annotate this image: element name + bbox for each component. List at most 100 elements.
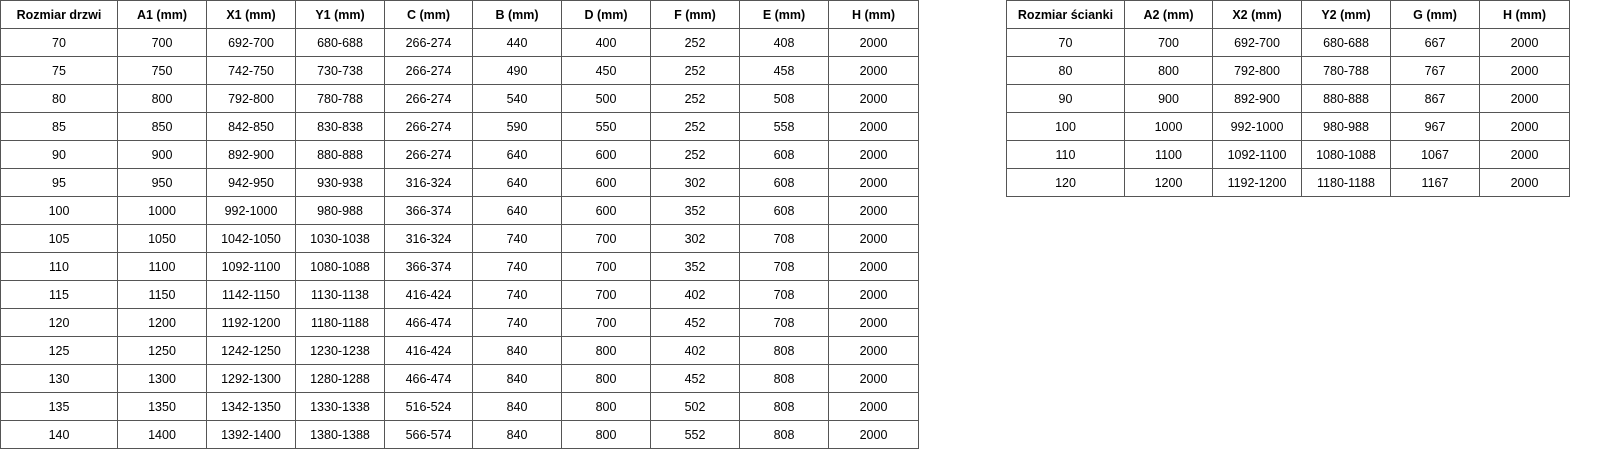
table-cell: 1250 bbox=[117, 336, 207, 365]
table-cell: 830-838 bbox=[295, 112, 385, 141]
table-cell: 115 bbox=[0, 280, 118, 309]
table-cell: 540 bbox=[472, 84, 562, 113]
table-cell: 1380-1388 bbox=[295, 420, 385, 449]
table-cell: 408 bbox=[739, 28, 829, 57]
table-cell: 750 bbox=[117, 56, 207, 85]
table-cell: 2000 bbox=[828, 364, 919, 393]
header-row: Rozmiar ścianki A2 (mm) X2 (mm) Y2 (mm) G (m… bbox=[1006, 0, 1570, 29]
table-cell: 780-788 bbox=[1301, 56, 1391, 85]
table-cell: 2000 bbox=[1479, 140, 1570, 169]
table-cell: 700 bbox=[1124, 28, 1213, 57]
table-cell: 266-274 bbox=[384, 112, 473, 141]
table-cell: 252 bbox=[650, 28, 740, 57]
table-cell: 980-988 bbox=[1301, 112, 1391, 141]
table-row: 135 1350 1342-1350 1330-1338 516-524 840 800 50… bbox=[0, 392, 919, 421]
column-header: Y1 (mm) bbox=[295, 0, 385, 29]
column-header: X1 (mm) bbox=[206, 0, 296, 29]
wall-dimensions-table: Rozmiar ścianki A2 (mm) X2 (mm) Y2 (mm) G (m… bbox=[1006, 0, 1570, 197]
table-cell: 842-850 bbox=[206, 112, 296, 141]
table-cell: 742-750 bbox=[206, 56, 296, 85]
table-cell: 800 bbox=[561, 392, 651, 421]
table-cell: 708 bbox=[739, 224, 829, 253]
table-cell: 700 bbox=[561, 280, 651, 309]
table-cell: 302 bbox=[650, 224, 740, 253]
table-cell: 558 bbox=[739, 112, 829, 141]
table-cell: 2000 bbox=[828, 196, 919, 225]
table-cell: 1342-1350 bbox=[206, 392, 296, 421]
table-cell: 2000 bbox=[1479, 84, 1570, 113]
table-cell: 1080-1088 bbox=[1301, 140, 1391, 169]
table-cell: 2000 bbox=[828, 224, 919, 253]
table-cell: 2000 bbox=[828, 56, 919, 85]
column-header: B (mm) bbox=[472, 0, 562, 29]
table-cell: 352 bbox=[650, 196, 740, 225]
table-cell: 1192-1200 bbox=[1212, 168, 1302, 197]
table-cell: 880-888 bbox=[1301, 84, 1391, 113]
table-cell: 252 bbox=[650, 56, 740, 85]
table-cell: 110 bbox=[1006, 140, 1125, 169]
table-cell: 452 bbox=[650, 364, 740, 393]
table-cell: 2000 bbox=[828, 392, 919, 421]
table-cell: 252 bbox=[650, 84, 740, 113]
table-cell: 1180-1188 bbox=[1301, 168, 1391, 197]
table-cell: 867 bbox=[1390, 84, 1480, 113]
table-cell: 508 bbox=[739, 84, 829, 113]
table-row: 120 1200 1192-1200 1180-1188 1167 2000 bbox=[1006, 168, 1570, 197]
table-cell: 100 bbox=[0, 196, 118, 225]
table-cell: 316-324 bbox=[384, 168, 473, 197]
table-cell: 2000 bbox=[828, 140, 919, 169]
table-row: 125 1250 1242-1250 1230-1238 416-424 840 800 40… bbox=[0, 336, 919, 365]
table-cell: 950 bbox=[117, 168, 207, 197]
table-row: 140 1400 1392-1400 1380-1388 566-574 840 800 55… bbox=[0, 420, 919, 449]
table-cell: 1142-1150 bbox=[206, 280, 296, 309]
table-cell: 892-900 bbox=[1212, 84, 1302, 113]
table-row: 95 950 942-950 930-938 316-324 640 600 302 608 20… bbox=[0, 168, 919, 197]
table-cell: 692-700 bbox=[206, 28, 296, 57]
column-header: X2 (mm) bbox=[1212, 0, 1302, 29]
table-cell: 70 bbox=[0, 28, 118, 57]
table-cell: 840 bbox=[472, 336, 562, 365]
table-row: 80 800 792-800 780-788 266-274 540 500 252 508 20… bbox=[0, 84, 919, 113]
table-cell: 1280-1288 bbox=[295, 364, 385, 393]
table-cell: 125 bbox=[0, 336, 118, 365]
table-cell: 708 bbox=[739, 280, 829, 309]
table-cell: 2000 bbox=[828, 308, 919, 337]
table-cell: 1092-1100 bbox=[206, 252, 296, 281]
table-cell: 880-888 bbox=[295, 140, 385, 169]
table-cell: 600 bbox=[561, 140, 651, 169]
table-cell: 808 bbox=[739, 364, 829, 393]
table-cell: 1092-1100 bbox=[1212, 140, 1302, 169]
table-cell: 808 bbox=[739, 336, 829, 365]
table-cell: 1130-1138 bbox=[295, 280, 385, 309]
table-cell: 640 bbox=[472, 168, 562, 197]
table-cell: 767 bbox=[1390, 56, 1480, 85]
table-row: 110 1100 1092-1100 1080-1088 366-374 740 700 35… bbox=[0, 252, 919, 281]
table-cell: 680-688 bbox=[295, 28, 385, 57]
table-cell: 120 bbox=[1006, 168, 1125, 197]
table-cell: 402 bbox=[650, 336, 740, 365]
table-cell: 105 bbox=[0, 224, 118, 253]
table-cell: 352 bbox=[650, 252, 740, 281]
column-header: D (mm) bbox=[561, 0, 651, 29]
table-cell: 1200 bbox=[1124, 168, 1213, 197]
table-cell: 850 bbox=[117, 112, 207, 141]
table-cell: 452 bbox=[650, 308, 740, 337]
table-cell: 2000 bbox=[1479, 28, 1570, 57]
table-cell: 708 bbox=[739, 308, 829, 337]
table-row: 85 850 842-850 830-838 266-274 590 550 252 558 20… bbox=[0, 112, 919, 141]
table-cell: 1100 bbox=[1124, 140, 1213, 169]
table-cell: 590 bbox=[472, 112, 562, 141]
table-cell: 1392-1400 bbox=[206, 420, 296, 449]
table-cell: 800 bbox=[117, 84, 207, 113]
table-row: 90 900 892-900 880-888 867 2000 bbox=[1006, 84, 1570, 113]
table-cell: 466-474 bbox=[384, 308, 473, 337]
table-cell: 740 bbox=[472, 280, 562, 309]
table-cell: 302 bbox=[650, 168, 740, 197]
table-cell: 1067 bbox=[1390, 140, 1480, 169]
table-cell: 500 bbox=[561, 84, 651, 113]
table-cell: 80 bbox=[1006, 56, 1125, 85]
table-cell: 680-688 bbox=[1301, 28, 1391, 57]
table-row: 70 700 692-700 680-688 266-274 440 400 252 408 20… bbox=[0, 28, 919, 57]
table-cell: 1042-1050 bbox=[206, 224, 296, 253]
table-cell: 466-474 bbox=[384, 364, 473, 393]
